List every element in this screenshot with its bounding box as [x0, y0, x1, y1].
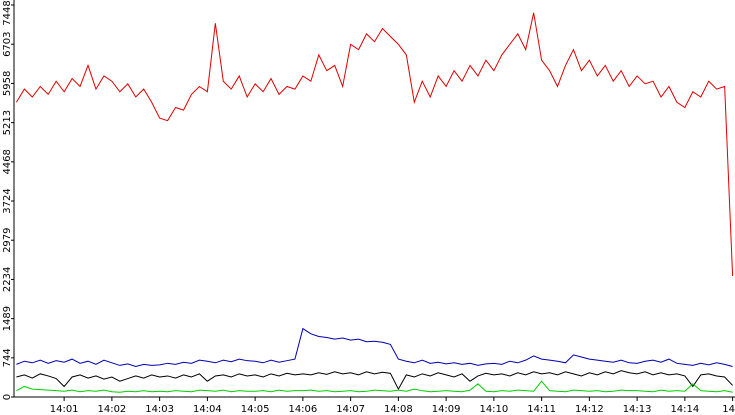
x-tick-label: 14:07	[336, 404, 365, 415]
y-tick-label: 3724	[2, 188, 13, 213]
x-tick-label: 14:10	[479, 404, 508, 415]
y-tick-label: 2979	[2, 227, 13, 252]
y-tick-label: 4468	[2, 149, 13, 174]
x-tick-label: 14:14	[670, 404, 699, 415]
x-tick-label: 14:04	[193, 404, 222, 415]
x-tick-label: 14	[722, 404, 735, 415]
y-tick-label: 0	[2, 394, 13, 400]
y-tick-label: 7448	[2, 0, 13, 25]
x-tick-label: 14:06	[288, 404, 317, 415]
x-tick-label: 14:09	[432, 404, 461, 415]
y-tick-label: 744	[2, 348, 13, 367]
y-tick-label: 1489	[2, 306, 13, 331]
y-tick-label: 2234	[2, 267, 13, 292]
series-line	[16, 370, 733, 391]
x-tick-label: 14:03	[145, 404, 174, 415]
y-tick-label: 5958	[2, 71, 13, 96]
x-tick-label: 14:12	[575, 404, 604, 415]
series-line	[16, 380, 733, 393]
y-tick-label: 5213	[2, 110, 13, 135]
x-tick-label: 14:05	[241, 404, 270, 415]
x-tick-label: 14:11	[527, 404, 556, 415]
x-tick-label: 14:02	[97, 404, 126, 415]
series-line	[16, 327, 733, 367]
x-tick-label: 14:08	[384, 404, 413, 415]
x-tick-label: 14:01	[50, 404, 79, 415]
series-line	[15, 12, 734, 276]
y-tick-label: 6703	[2, 31, 13, 56]
x-tick-label: 14:13	[623, 404, 652, 415]
